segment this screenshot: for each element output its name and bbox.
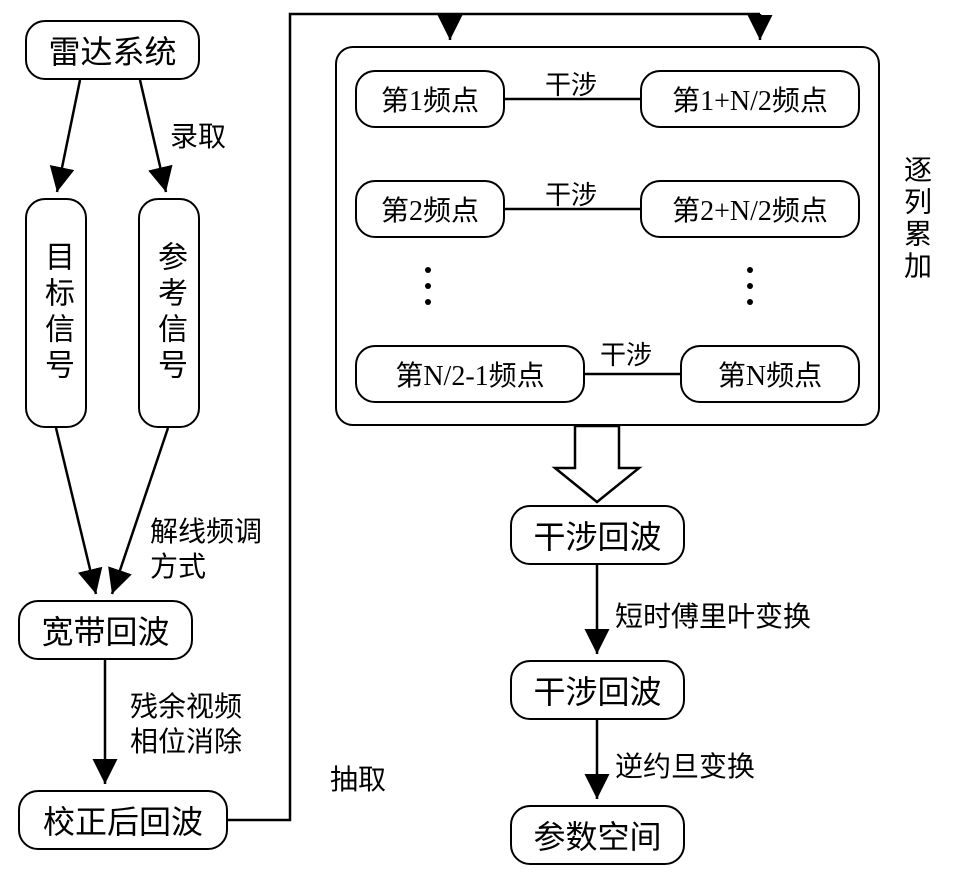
vdots-right <box>747 262 753 310</box>
interf2-label: 干涉回波 <box>533 667 661 713</box>
label-dechirp1: 解线频调 <box>150 510 262 550</box>
vdots-left <box>425 262 431 310</box>
reference-label: 参考信号 <box>147 241 191 385</box>
radar-label: 雷达系统 <box>48 27 176 73</box>
fn1-label: 第N/2-1频点 <box>395 354 544 394</box>
node-f2n: 第2+N/2频点 <box>640 180 860 238</box>
label-inv-radon: 逆约旦变换 <box>615 745 755 785</box>
node-target: 目标信号 <box>25 198 87 428</box>
f1-label: 第1频点 <box>381 79 479 119</box>
node-corrected: 校正后回波 <box>18 790 228 850</box>
node-interf-echo1: 干涉回波 <box>510 505 685 565</box>
node-fn1: 第N/2-1频点 <box>355 345 585 403</box>
node-wideband: 宽带回波 <box>18 600 193 660</box>
fn-label: 第N频点 <box>718 354 822 394</box>
f2n-label: 第2+N/2频点 <box>672 189 828 229</box>
label-rvp2: 相位消除 <box>130 720 242 760</box>
node-param-space: 参数空间 <box>510 805 685 865</box>
corrected-label: 校正后回波 <box>43 797 203 843</box>
label-stft: 短时傅里叶变换 <box>615 595 811 635</box>
interf1-label: 干涉回波 <box>533 512 661 558</box>
target-label: 目标信号 <box>34 241 78 385</box>
node-interf-echo2: 干涉回波 <box>510 660 685 720</box>
f1n-label: 第1+N/2频点 <box>672 79 828 119</box>
label-interf-3: 干涉 <box>600 335 652 372</box>
label-dechirp2: 方式 <box>150 545 206 585</box>
label-interf-1: 干涉 <box>545 65 597 102</box>
label-interf-2: 干涉 <box>545 175 597 212</box>
node-radar: 雷达系统 <box>25 20 200 80</box>
f2-label: 第2频点 <box>381 189 479 229</box>
param-label: 参数空间 <box>533 812 661 858</box>
node-fn: 第N频点 <box>680 345 860 403</box>
label-rvp1: 残余视频 <box>130 685 242 725</box>
node-f1: 第1频点 <box>355 70 505 128</box>
node-f1n: 第1+N/2频点 <box>640 70 860 128</box>
label-record: 录取 <box>170 115 226 155</box>
node-reference: 参考信号 <box>138 198 200 428</box>
node-f2: 第2频点 <box>355 180 505 238</box>
label-col-sum: 逐列累加 <box>895 155 935 283</box>
label-extract: 抽取 <box>330 758 386 798</box>
wideband-label: 宽带回波 <box>41 607 169 653</box>
